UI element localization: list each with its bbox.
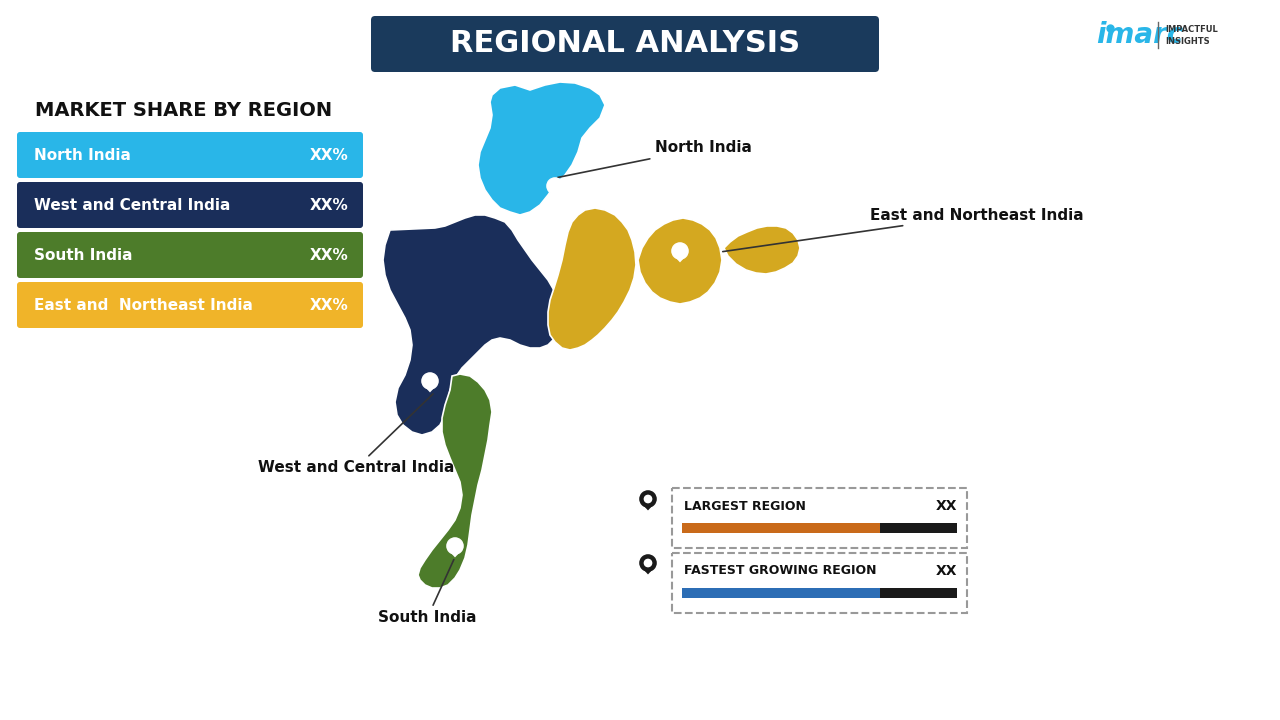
Text: MARKET SHARE BY REGION: MARKET SHARE BY REGION <box>35 101 332 120</box>
Circle shape <box>644 495 652 503</box>
Polygon shape <box>724 226 800 274</box>
Text: East and  Northeast India: East and Northeast India <box>35 297 253 312</box>
Circle shape <box>640 491 657 507</box>
Polygon shape <box>383 215 562 435</box>
Circle shape <box>452 542 458 549</box>
Polygon shape <box>448 550 462 557</box>
Text: REGIONAL ANALYSIS: REGIONAL ANALYSIS <box>451 30 800 58</box>
Polygon shape <box>637 218 722 304</box>
Text: South India: South India <box>35 248 133 263</box>
Text: imarc: imarc <box>1097 21 1184 49</box>
Circle shape <box>676 248 684 255</box>
Bar <box>682 588 957 598</box>
Text: East and Northeast India: East and Northeast India <box>723 207 1084 251</box>
Polygon shape <box>424 385 436 392</box>
Text: West and Central India: West and Central India <box>35 197 230 212</box>
Circle shape <box>640 555 657 571</box>
Text: INSIGHTS: INSIGHTS <box>1165 37 1210 47</box>
Text: LARGEST REGION: LARGEST REGION <box>684 500 806 513</box>
Polygon shape <box>419 374 492 588</box>
FancyBboxPatch shape <box>17 282 364 328</box>
Circle shape <box>552 182 558 189</box>
Text: West and Central India: West and Central India <box>259 394 454 475</box>
Text: XX%: XX% <box>310 197 348 212</box>
Circle shape <box>426 377 434 384</box>
Text: XX%: XX% <box>310 297 348 312</box>
Circle shape <box>672 243 689 259</box>
Bar <box>682 523 957 533</box>
Bar <box>682 588 881 598</box>
Text: FASTEST GROWING REGION: FASTEST GROWING REGION <box>684 564 877 577</box>
Polygon shape <box>641 503 655 510</box>
Circle shape <box>644 559 652 567</box>
Polygon shape <box>641 567 655 575</box>
Polygon shape <box>548 208 636 350</box>
Text: XX%: XX% <box>310 248 348 263</box>
Text: XX%: XX% <box>310 148 348 163</box>
FancyBboxPatch shape <box>672 553 966 613</box>
FancyBboxPatch shape <box>672 488 966 548</box>
Circle shape <box>422 373 438 389</box>
Text: North India: North India <box>35 148 131 163</box>
FancyBboxPatch shape <box>17 182 364 228</box>
FancyBboxPatch shape <box>17 232 364 278</box>
Polygon shape <box>477 82 605 215</box>
Text: South India: South India <box>378 559 476 626</box>
Text: XX: XX <box>936 499 957 513</box>
Circle shape <box>547 178 563 194</box>
Polygon shape <box>673 255 687 262</box>
Circle shape <box>447 538 463 554</box>
FancyBboxPatch shape <box>17 132 364 178</box>
Text: XX: XX <box>936 564 957 578</box>
Text: IMPACTFUL: IMPACTFUL <box>1165 25 1217 35</box>
Bar <box>682 523 881 533</box>
FancyBboxPatch shape <box>371 16 879 72</box>
Text: North India: North India <box>558 140 751 177</box>
Polygon shape <box>548 190 562 197</box>
